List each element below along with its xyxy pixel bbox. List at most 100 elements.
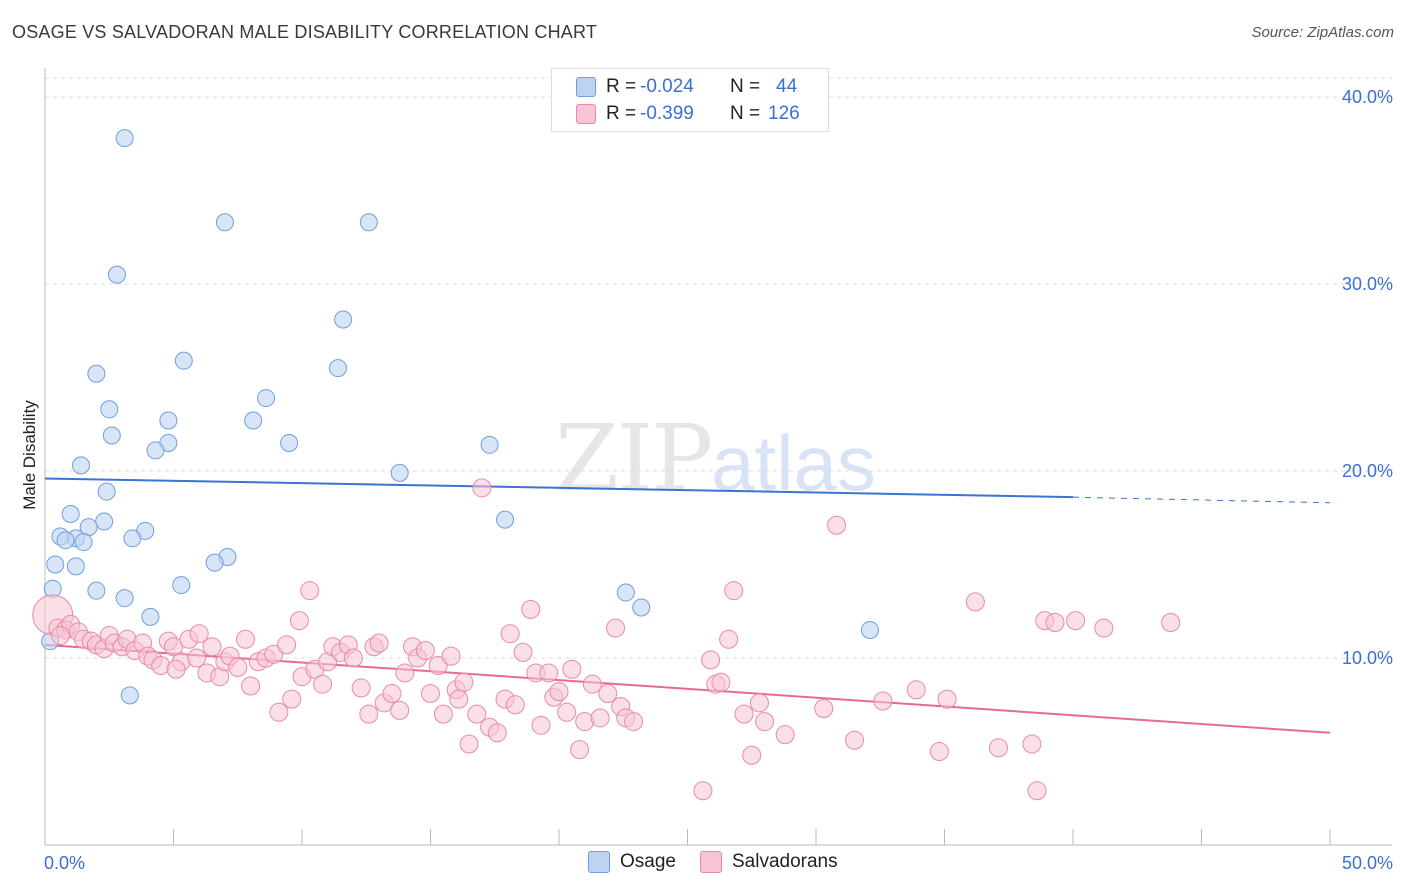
x-tick-label: 0.0% (44, 853, 85, 873)
salvadoran-point (467, 704, 487, 724)
salvadoran-point (202, 637, 222, 657)
osage-point (359, 213, 378, 232)
osage-point (280, 433, 299, 452)
osage-swatch (576, 77, 596, 97)
osage-point (141, 607, 160, 626)
salvadoran-point (965, 592, 985, 612)
n-value: 44 (776, 76, 798, 97)
salvadoran-point (241, 676, 261, 696)
watermark: ZIPatlas (555, 405, 876, 512)
salvadoran-points (32, 478, 1181, 801)
osage-point (244, 411, 263, 430)
tick-labels: 10.0% 20.0% 30.0% 40.0% 0.0% 50.0% (44, 87, 1393, 873)
osage-point (616, 583, 635, 602)
osage-point (257, 389, 276, 408)
salvadoran-point (359, 704, 379, 724)
salvadoran-point (449, 689, 469, 709)
legend-item-salvadorans[interactable]: Salvadorans (699, 851, 838, 873)
osage-point (120, 686, 139, 705)
salvadoran-point (570, 740, 590, 760)
axes (44, 68, 1392, 846)
source-label: Source: ZipAtlas.com (1251, 24, 1394, 41)
salvadoran-point (282, 689, 302, 709)
osage-point (95, 512, 114, 531)
salvadoran-point (369, 633, 389, 653)
legend-row-salvadoran: R = -0.399 N = 126 (552, 100, 800, 128)
osage-point (632, 598, 651, 617)
osage-point (66, 557, 85, 576)
n-value: 126 (768, 103, 800, 124)
salvadoran-point (50, 626, 70, 646)
salvadoran-point (313, 674, 333, 694)
salvadoran-point (814, 698, 834, 718)
watermark-zip: ZIP (555, 405, 713, 512)
salvadoran-point (988, 738, 1008, 758)
x-tick-label: 50.0% (1342, 853, 1393, 873)
salvadoran-point (531, 715, 551, 735)
osage-point (61, 505, 80, 524)
osage-point (87, 581, 106, 600)
salvadoran-point (351, 678, 371, 698)
trend-lines (44, 477, 1331, 734)
salvadoran-point (557, 702, 577, 722)
salvadoran-point (598, 684, 618, 704)
salvadoran-point (300, 581, 320, 601)
stats-legend: R = -0.024 N = 44 R = -0.399 N = 126 (551, 68, 829, 132)
salvadoran-point (929, 742, 949, 761)
osage-point (56, 531, 75, 550)
salvadoran-point (164, 637, 183, 657)
salvadoran-point (264, 644, 284, 664)
osage-point (390, 463, 409, 482)
legend-item-osage[interactable]: Osage (588, 851, 676, 873)
salvadoran-point (235, 629, 255, 649)
salvadoran-point (415, 641, 435, 661)
osage-point (174, 351, 193, 370)
salvadoran-point (505, 695, 525, 715)
salvadoran-point (343, 648, 363, 668)
salvadoran-point (755, 712, 775, 732)
salvadoran-point (454, 672, 474, 692)
salvadoran-point (549, 682, 569, 702)
r-value: -0.399 (640, 103, 694, 124)
y-tick-label: 10.0% (1342, 648, 1393, 668)
salvadoran-point (472, 478, 492, 498)
osage-point (146, 441, 165, 460)
osage-point (496, 510, 515, 529)
salvadoran-point (500, 624, 520, 644)
salvadoran-swatch (699, 851, 722, 873)
salvadoran-point (827, 515, 847, 535)
salvadoran-point (539, 663, 559, 683)
salvadoran-point (441, 646, 461, 666)
osage-point (115, 589, 134, 608)
osage-trend-extension (1072, 496, 1331, 504)
salvadoran-point (428, 655, 448, 675)
legend-row-osage: R = -0.024 N = 44 (552, 73, 797, 101)
salvadoran-point (1161, 612, 1181, 632)
n-label: N = (730, 76, 761, 97)
osage-point (205, 553, 224, 572)
n-label: N = (730, 103, 761, 124)
salvadoran-point (521, 599, 541, 619)
salvadoran-point (1066, 611, 1086, 631)
salvadoran-point (289, 611, 309, 631)
osage-point (334, 310, 353, 329)
salvadoran-point (277, 635, 297, 655)
salvadoran-point (395, 663, 415, 683)
y-axis-label: Male Disability (20, 400, 39, 510)
osage-point (46, 555, 65, 574)
osage-point (172, 576, 191, 595)
series-legend: Osage Salvadorans (588, 851, 862, 873)
chart-title: OSAGE VS SALVADORAN MALE DISABILITY CORR… (12, 22, 598, 42)
salvadoran-point (1022, 734, 1042, 754)
osage-swatch (588, 851, 610, 873)
salvadoran-point (693, 781, 713, 801)
salvadoran-point (582, 674, 602, 694)
salvadoran-point (166, 659, 186, 679)
salvadoran-point (701, 650, 721, 670)
osage-point (102, 426, 121, 445)
legend-label-salvadorans: Salvadorans (731, 851, 838, 872)
osage-point (71, 456, 90, 475)
osage-point (860, 620, 879, 639)
legend-label-osage: Osage (620, 851, 676, 872)
